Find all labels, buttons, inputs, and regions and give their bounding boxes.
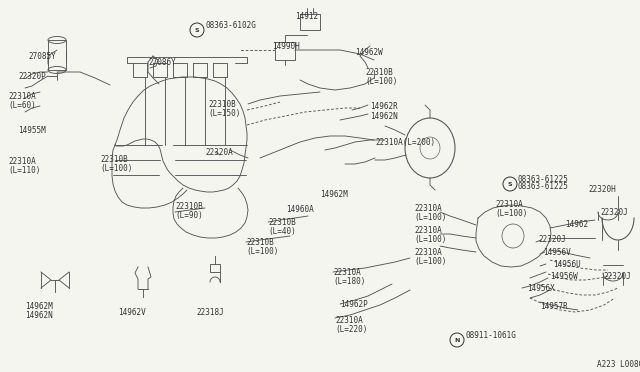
Text: 08363-61225: 08363-61225: [518, 176, 569, 185]
Text: (L=40): (L=40): [268, 227, 296, 236]
Text: 14912: 14912: [295, 12, 318, 21]
Text: (L=220): (L=220): [335, 325, 367, 334]
Text: S: S: [508, 182, 512, 186]
Text: 22320J: 22320J: [600, 208, 628, 217]
Text: (L=60): (L=60): [8, 101, 36, 110]
Text: 22310A(L=200): 22310A(L=200): [375, 138, 435, 147]
Text: (L=100): (L=100): [365, 77, 397, 86]
Text: 22320A: 22320A: [205, 148, 233, 157]
Text: 22310A: 22310A: [495, 200, 523, 209]
Text: (L=100): (L=100): [414, 213, 446, 222]
Text: (L=100): (L=100): [246, 247, 278, 256]
Text: (L=90): (L=90): [175, 211, 203, 220]
Text: 22310B: 22310B: [175, 202, 203, 211]
Text: 14962N: 14962N: [25, 311, 52, 320]
Text: (L=100): (L=100): [495, 209, 527, 218]
Text: 22310A: 22310A: [414, 204, 442, 213]
Text: 22310B: 22310B: [268, 218, 296, 227]
Text: 14956X: 14956X: [527, 284, 555, 293]
Text: 22310A: 22310A: [335, 316, 363, 325]
Text: 14962R: 14962R: [370, 102, 397, 111]
Text: (L=180): (L=180): [333, 277, 365, 286]
Text: 08911-1061G: 08911-1061G: [466, 331, 517, 340]
Text: 22320J: 22320J: [538, 235, 566, 244]
Bar: [210, 264, 220, 272]
Text: 27086Y: 27086Y: [148, 58, 176, 67]
Text: 14962M: 14962M: [25, 302, 52, 311]
Text: 08363-61225: 08363-61225: [518, 182, 569, 191]
Text: 14957R: 14957R: [540, 302, 568, 311]
Text: 14962M: 14962M: [320, 190, 348, 199]
Text: 14962V: 14962V: [118, 308, 146, 317]
Text: S: S: [195, 28, 199, 32]
Text: N: N: [454, 337, 460, 343]
Text: 27085Y: 27085Y: [28, 52, 56, 61]
Text: A223 L0080: A223 L0080: [597, 360, 640, 369]
Text: 22310A: 22310A: [414, 248, 442, 257]
Text: 14956V: 14956V: [543, 248, 571, 257]
Text: 14962N: 14962N: [370, 112, 397, 121]
Text: 22310B: 22310B: [246, 238, 274, 247]
Text: 22310A: 22310A: [333, 268, 361, 277]
Text: (L=100): (L=100): [414, 257, 446, 266]
Text: 14962: 14962: [565, 220, 588, 229]
Text: (L=110): (L=110): [8, 166, 40, 175]
Text: 14962W: 14962W: [355, 48, 383, 57]
Text: 22310B: 22310B: [100, 155, 128, 164]
Text: 22310A: 22310A: [414, 226, 442, 235]
Text: 22310A: 22310A: [8, 157, 36, 166]
Text: 14990H: 14990H: [272, 42, 300, 51]
Text: 22320J: 22320J: [603, 272, 631, 281]
Text: 14955M: 14955M: [18, 126, 45, 135]
Text: 14962P: 14962P: [340, 300, 368, 309]
Text: 14956W: 14956W: [550, 272, 578, 281]
Text: 08363-6102G: 08363-6102G: [205, 20, 256, 29]
Text: 22320H: 22320H: [588, 185, 616, 194]
Text: 22310B: 22310B: [208, 100, 236, 109]
Bar: [48, 40, 66, 70]
Text: 22318J: 22318J: [196, 308, 224, 317]
Text: 22310A: 22310A: [8, 92, 36, 101]
Text: 14960A: 14960A: [286, 205, 314, 214]
Text: (L=100): (L=100): [100, 164, 132, 173]
Text: (L=100): (L=100): [414, 235, 446, 244]
Text: 22310B: 22310B: [365, 68, 393, 77]
Text: 14956U: 14956U: [553, 260, 580, 269]
Text: 22320P: 22320P: [18, 72, 45, 81]
Text: (L=150): (L=150): [208, 109, 241, 118]
